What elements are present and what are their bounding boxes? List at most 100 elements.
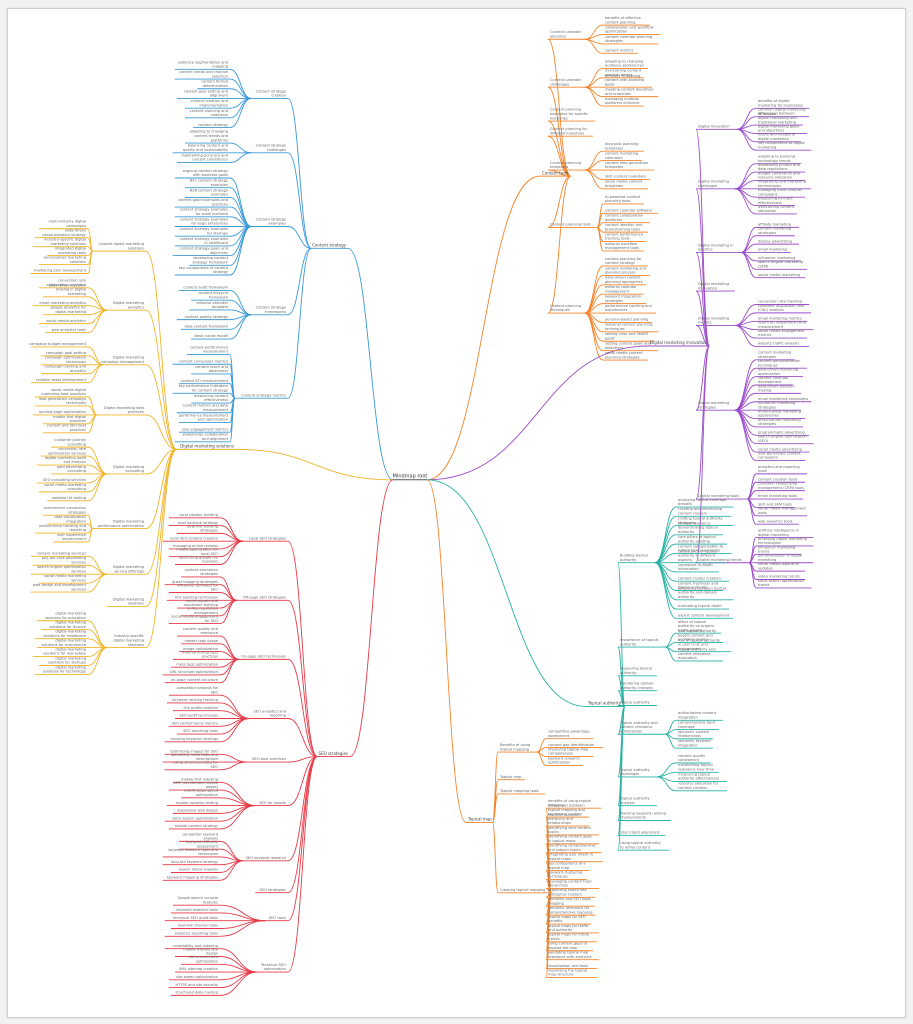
digital-marketing-node-0[interactable]: Custom digital marketing solutions	[92, 242, 146, 252]
topical-map-leaf-3-17[interactable]: validating topical map relevance with ana…	[546, 951, 600, 961]
digital-marketing-leaf-4-3[interactable]: paid advertising consulting	[51, 465, 88, 475]
root-node[interactable]: Mindmap root	[393, 474, 428, 481]
digital-marketing-leaf-1-1[interactable]: data-driven decision making in digital mar…	[43, 283, 88, 298]
digital-marketing-innovation-leaf-0-5[interactable]: key components of digital marketing	[756, 141, 812, 151]
digital-marketing-innovation-leaf-5-11[interactable]: social media advertising	[756, 447, 810, 453]
seo-strategies-node-8[interactable]: SEO tools	[265, 916, 288, 922]
content-strategy-node-1[interactable]: Content strategy challenges	[251, 144, 288, 154]
seo-strategies-leaf-5-4[interactable]: responsive web design	[172, 809, 220, 814]
digital-marketing-innovation-leaf-2-1[interactable]: content marketing strategies	[756, 227, 795, 237]
topical-map-leaf-3-8[interactable]: keyword clustering techniques	[546, 870, 587, 880]
topical-map-leaf-0-1[interactable]: content gap identification	[546, 743, 604, 749]
digital-marketing-innovation-main[interactable]: Digital marketing innovation	[648, 340, 710, 347]
topical-map-leaf-3-7[interactable]: key components of a topical map	[546, 861, 589, 872]
digital-marketing-innovation-leaf-1-0[interactable]: adapting to evolving technology trends	[756, 155, 801, 165]
digital-marketing-leaf-3-2[interactable]: landing page optimization	[32, 410, 88, 416]
seo-strategies-leaf-9-4[interactable]: site speed optimization	[168, 975, 220, 981]
content-tools-leaf-6-5[interactable]: performance tracking and adjustments	[603, 304, 657, 314]
content-tools-leaf-6-9[interactable]: setting content goals and objectives	[603, 342, 659, 352]
digital-marketing-innovation-leaf-2-6[interactable]: social media marketing	[756, 273, 806, 279]
topical-authority-leaf-1-2[interactable]: role of topical authority in user trust a…	[676, 638, 732, 653]
digital-marketing-innovation-leaf-0-3[interactable]: digital marketing goals and objectives	[756, 124, 808, 134]
topical-authority-leaf-0-9[interactable]: content freshness and topical authority	[676, 581, 724, 591]
digital-marketing-leaf-4-2[interactable]: digital marketing audit and analysis	[36, 456, 88, 466]
digital-marketing-leaf-4-4[interactable]: SEO consulting services	[36, 478, 88, 484]
seo-strategies-leaf-2-1[interactable]: header tags usage	[181, 639, 220, 645]
digital-marketing-leaf-8-4[interactable]: digital marketing solutions for real esta…	[32, 647, 88, 657]
topical-map-node-2[interactable]: Topical mapping tools	[498, 789, 546, 795]
topical-map-main[interactable]: Topical map	[466, 817, 493, 823]
digital-marketing-innovation-leaf-0-1[interactable]: common digital marketing strategies	[756, 108, 810, 118]
topical-map-leaf-3-2[interactable]: identifying content hierarchy and relation…	[546, 813, 589, 827]
digital-marketing-leaf-2-4[interactable]: creative asset development	[30, 378, 88, 384]
seo-strategies-leaf-0-2[interactable]: local link building strategies	[177, 524, 220, 534]
topical-map-leaf-3-9[interactable]: leveraging content topic hierarchies	[546, 879, 600, 889]
seo-strategies-leaf-2-2[interactable]: image optimization	[179, 647, 220, 653]
content-strategy-node-0[interactable]: Content strategy creation	[251, 89, 288, 99]
topical-authority-node-10[interactable]: Using topical authority to refine content	[618, 841, 670, 851]
topical-authority-leaf-0-8[interactable]: content cluster creation	[676, 576, 730, 582]
topical-authority-leaf-0-4[interactable]: core pillars of topical authority buildin…	[676, 535, 728, 545]
digital-marketing-innovation-leaf-7-1[interactable]: emerging digital marketing technologies	[756, 537, 814, 547]
topical-map-leaf-3-19[interactable]: visualizing the topical map structure	[546, 968, 598, 978]
digital-marketing-leaf-1-0[interactable]: conversion rate optimization analytics	[38, 279, 88, 289]
content-strategy-node-4[interactable]: Content strategy metrics	[234, 393, 288, 399]
digital-marketing-node-1[interactable]: Digital marketing analytics	[107, 301, 146, 311]
seo-strategies-leaf-8-0[interactable]: Google search console features	[172, 896, 220, 906]
digital-marketing-innovation-leaf-1-4[interactable]: managing multi-channel campaigns	[756, 188, 806, 198]
content-strategy-leaf-0-5[interactable]: content planning and calendars	[185, 109, 230, 119]
content-tools-leaf-6-4[interactable]: keyword integration strategies	[603, 295, 646, 305]
content-tools-node-4[interactable]: Content planning templates	[548, 161, 585, 171]
digital-marketing-innovation-leaf-7-2[interactable]: influencer marketing trends	[756, 545, 801, 555]
content-strategy-node-3[interactable]: Content strategy frameworks	[251, 306, 288, 316]
seo-strategies-leaf-0-1[interactable]: local backlink strategy	[168, 521, 220, 527]
seo-strategies-leaf-6-1[interactable]: keyword difficulty assessment	[179, 840, 220, 850]
content-tools-leaf-1-4[interactable]: managing multiple platforms channels	[603, 97, 644, 107]
digital-marketing-node-4[interactable]: Digital marketing consulting	[107, 465, 146, 475]
digital-marketing-innovation-leaf-0-4[interactable]: future and models of digital marketing	[756, 133, 801, 143]
seo-strategies-leaf-0-5[interactable]: mobile optimization for local SEO	[168, 548, 220, 558]
content-strategy-leaf-4-1[interactable]: content conversion metrics	[172, 359, 230, 365]
digital-marketing-innovation-leaf-2-5[interactable]: search engine marketing (SEM)	[756, 260, 808, 270]
seo-strategies-node-1[interactable]: Off-page SEO strategies	[236, 595, 288, 601]
topical-authority-main[interactable]: Topical authority	[586, 701, 625, 707]
digital-marketing-leaf-5-3[interactable]: user experience improvement	[53, 533, 88, 543]
content-strategy-leaf-3-4[interactable]: data-content framework	[180, 325, 230, 330]
digital-marketing-node-3[interactable]: Digital marketing best practices	[96, 406, 146, 416]
content-strategy-leaf-0-2[interactable]: content format determination	[197, 80, 230, 90]
digital-marketing-main[interactable]: Digital marketing solutions	[176, 444, 236, 450]
content-strategy-leaf-0-4[interactable]: content creation and implementation	[185, 99, 230, 109]
content-tools-leaf-5-0[interactable]: AI-powered content planning tools	[603, 195, 644, 205]
seo-strategies-leaf-1-4[interactable]: social signals and reputation building	[177, 599, 220, 609]
seo-strategies-leaf-2-5[interactable]: URL structure optimization	[162, 670, 220, 676]
digital-marketing-leaf-1-4[interactable]: social media analytics	[38, 319, 88, 325]
digital-marketing-leaf-6-0[interactable]: content marketing services	[30, 552, 88, 557]
seo-strategies-leaf-1-1[interactable]: guest blogging strategies	[164, 580, 220, 586]
content-strategy-leaf-3-2[interactable]: editorial calendar template	[189, 301, 230, 311]
seo-strategies-leaf-1-5[interactable]: online reputation management	[181, 607, 220, 617]
content-tools-leaf-6-6[interactable]: persona-based planning	[603, 318, 653, 323]
content-strategy-leaf-2-9[interactable]: developing content strategy framework	[189, 256, 230, 266]
topical-map-leaf-3-1[interactable]: differences between topical mapping and ke…	[546, 804, 589, 818]
content-tools-leaf-1-3[interactable]: meeting content deadlines and schedules	[603, 88, 659, 98]
content-tools-leaf-4-0[interactable]: blog post planning templates	[603, 142, 644, 152]
content-tools-node-5[interactable]: Content planning tools	[548, 223, 598, 228]
content-strategy-leaf-4-0[interactable]: content performance measurement	[187, 345, 230, 355]
content-strategy-leaf-0-0[interactable]: audience segmentation and mapping	[174, 60, 230, 70]
topical-map-leaf-0-2[interactable]: improving topical map completeness	[546, 747, 594, 757]
topical-authority-leaf-1-1[interactable]: how topical authority boosts content and a…	[676, 629, 724, 643]
topical-authority-leaf-5-3[interactable]: semantic keyword integration	[676, 739, 713, 749]
seo-strategies-leaf-5-2[interactable]: mobile page speed optimization	[181, 789, 220, 799]
digital-marketing-leaf-8-5[interactable]: digital marketing solutions for startups	[38, 656, 88, 666]
content-strategy-leaf-2-3[interactable]: content good examples and practices	[174, 198, 230, 208]
content-strategy-leaf-3-1[interactable]: content lifecycle framework	[191, 291, 230, 301]
topical-authority-leaf-0-0[interactable]: analyzing topical coverage breadth	[676, 498, 734, 508]
digital-marketing-leaf-3-0[interactable]: social media digital marketing best pract…	[34, 388, 88, 398]
mindmap-canvas[interactable]: Mindmap root Content strategy creation audi…	[7, 8, 906, 1018]
seo-strategies-leaf-2-3[interactable]: internal linking best practices	[172, 650, 220, 660]
content-strategy-leaf-2-8[interactable]: content strategy goals and objectives	[172, 247, 230, 257]
seo-strategies-leaf-9-6[interactable]: structured data markup	[170, 991, 220, 996]
digital-marketing-leaf-4-6[interactable]: website UX testing	[47, 496, 88, 502]
seo-strategies-leaf-8-3[interactable]: backlink checker tools	[170, 924, 220, 929]
content-strategy-leaf-1-0[interactable]: adapting to changing content trends and pl…	[185, 130, 230, 144]
